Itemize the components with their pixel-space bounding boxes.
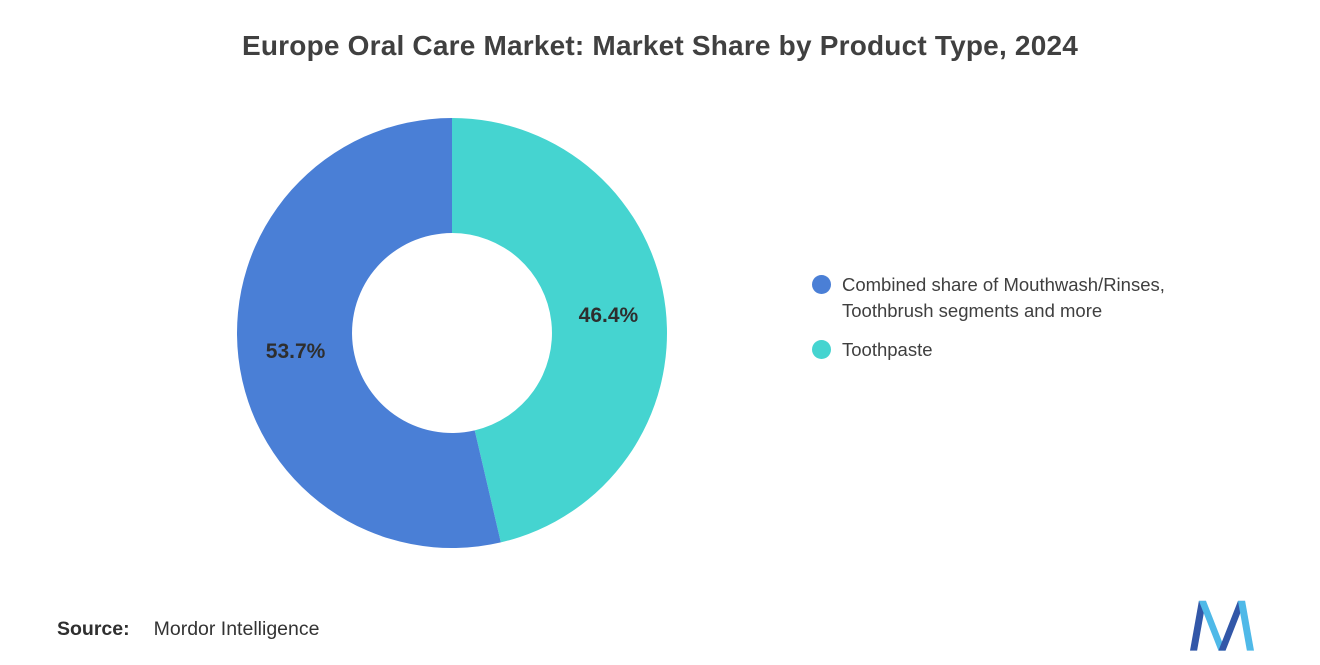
- logo-stroke-2: [1198, 600, 1226, 651]
- source-value: Mordor Intelligence: [153, 618, 320, 640]
- slice-value-label: 46.4%: [579, 304, 639, 327]
- legend-swatch-toothpaste: [812, 340, 831, 360]
- donut-chart-svg: 46.4% 53.7%: [236, 118, 667, 548]
- donut-slice-combined-share-of-mouthw: [236, 118, 501, 548]
- mordor-intelligence-logo: [1190, 600, 1254, 651]
- donut-slice-toothpaste: [452, 118, 667, 543]
- legend-label-toothpaste: Toothpaste: [842, 339, 933, 361]
- logo-stroke-3: [1218, 600, 1246, 651]
- legend-item-toothpaste: Toothpaste: [812, 337, 1165, 363]
- donut-chart: 46.4% 53.7%: [236, 118, 667, 548]
- logo-stroke-4: [1238, 600, 1254, 651]
- source-attribution: Source: Mordor Intelligence: [57, 618, 319, 641]
- logo-stroke-1: [1190, 600, 1206, 651]
- source-label: Source:: [57, 618, 130, 640]
- chart-legend: Combined share of Mouthwash/Rinses, Toot…: [812, 272, 1165, 363]
- legend-item-combined: Combined share of Mouthwash/Rinses, Toot…: [812, 272, 1165, 323]
- legend-swatch-combined: [812, 275, 831, 294]
- chart-title: Europe Oral Care Market: Market Share by…: [241, 30, 1079, 61]
- slice-value-label: 53.7%: [266, 340, 326, 363]
- legend-label-combined: Combined share of Mouthwash/Rinses, Toot…: [842, 274, 1165, 321]
